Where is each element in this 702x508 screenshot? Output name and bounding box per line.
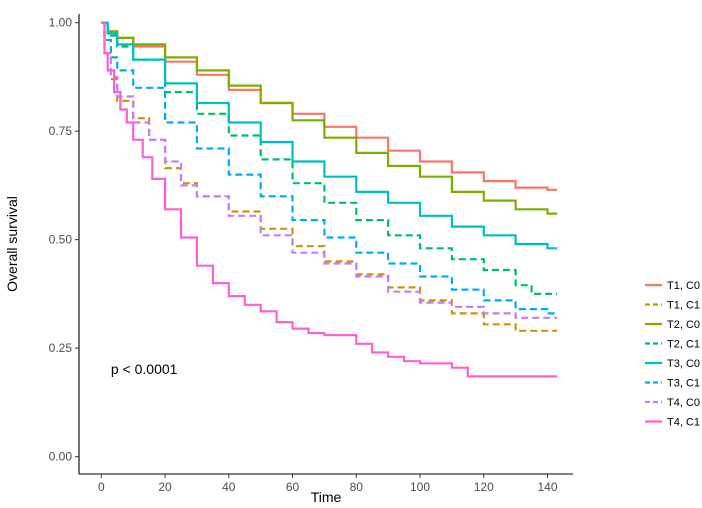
- x-axis-title: Time: [311, 489, 342, 505]
- legend-label-t2-c1: T2, C1: [667, 339, 700, 351]
- y-tick-label: 0.50: [49, 233, 73, 247]
- x-tick-label: 100: [410, 480, 430, 494]
- x-tick-label: 60: [286, 480, 300, 494]
- series-line-t4-c1: [101, 21, 558, 378]
- legend-label-t1-c0: T1, C0: [667, 280, 700, 292]
- y-tick-label: 0.00: [49, 450, 73, 464]
- legend-label-t2-c0: T2, C0: [667, 319, 700, 331]
- series-line-t1-c1: [101, 21, 558, 332]
- legend-label-t4-c1: T4, C1: [667, 417, 700, 429]
- y-tick-label: 1.00: [49, 16, 73, 30]
- p-value-annotation: p < 0.0001: [111, 361, 178, 377]
- y-tick-label: 0.75: [49, 124, 73, 138]
- series-line-t4-c0: [101, 21, 558, 319]
- y-tick-label: 0.25: [49, 341, 73, 355]
- x-tick-label: 140: [537, 480, 557, 494]
- x-tick-label: 20: [158, 480, 172, 494]
- x-tick-label: 80: [350, 480, 364, 494]
- legend: T1, C0 T1, C1 T2, C0 T2, C1 T3, C0 T3, C1 T4, …: [645, 280, 700, 429]
- legend-label-t3-c0: T3, C0: [667, 358, 700, 370]
- series-line-t2-c1: [101, 21, 558, 295]
- x-tick-label: 120: [474, 480, 494, 494]
- y-axis-title: Overall survival: [4, 196, 20, 292]
- axes-layer: 0 20 40 60 80 100 120 140 0.00 0.25 0.50 0.75 1.00: [49, 14, 573, 494]
- x-tick-label: 0: [98, 480, 105, 494]
- legend-label-t4-c0: T4, C0: [667, 397, 700, 409]
- series-line-t3-c0: [101, 21, 558, 250]
- series-line-t2-c0: [101, 21, 558, 215]
- series-line-t3-c1: [101, 21, 558, 315]
- legend-label-t3-c1: T3, C1: [667, 378, 700, 390]
- series-line-t1-c0: [101, 21, 558, 191]
- x-tick-label: 40: [222, 480, 236, 494]
- legend-label-t1-c1: T1, C1: [667, 300, 700, 312]
- series-layer: [101, 21, 558, 378]
